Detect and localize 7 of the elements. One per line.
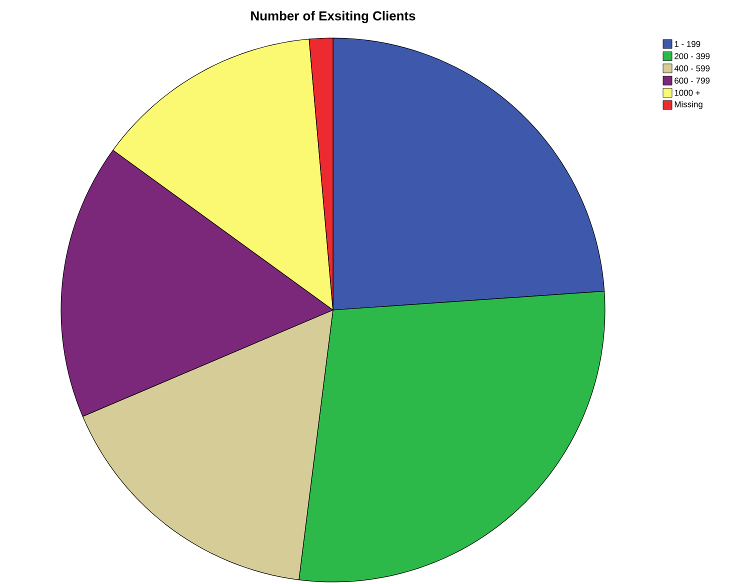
legend-label: 1000 + xyxy=(674,90,700,96)
legend-label: 600 - 799 xyxy=(674,78,710,84)
chart-title: Number of Exsiting Clients xyxy=(251,10,416,24)
legend-label: 400 - 599 xyxy=(674,65,710,72)
legend-label: Missing xyxy=(674,101,702,109)
legend-label: 1 - 199 xyxy=(674,41,700,47)
legend-label: 200 - 399 xyxy=(674,53,710,60)
